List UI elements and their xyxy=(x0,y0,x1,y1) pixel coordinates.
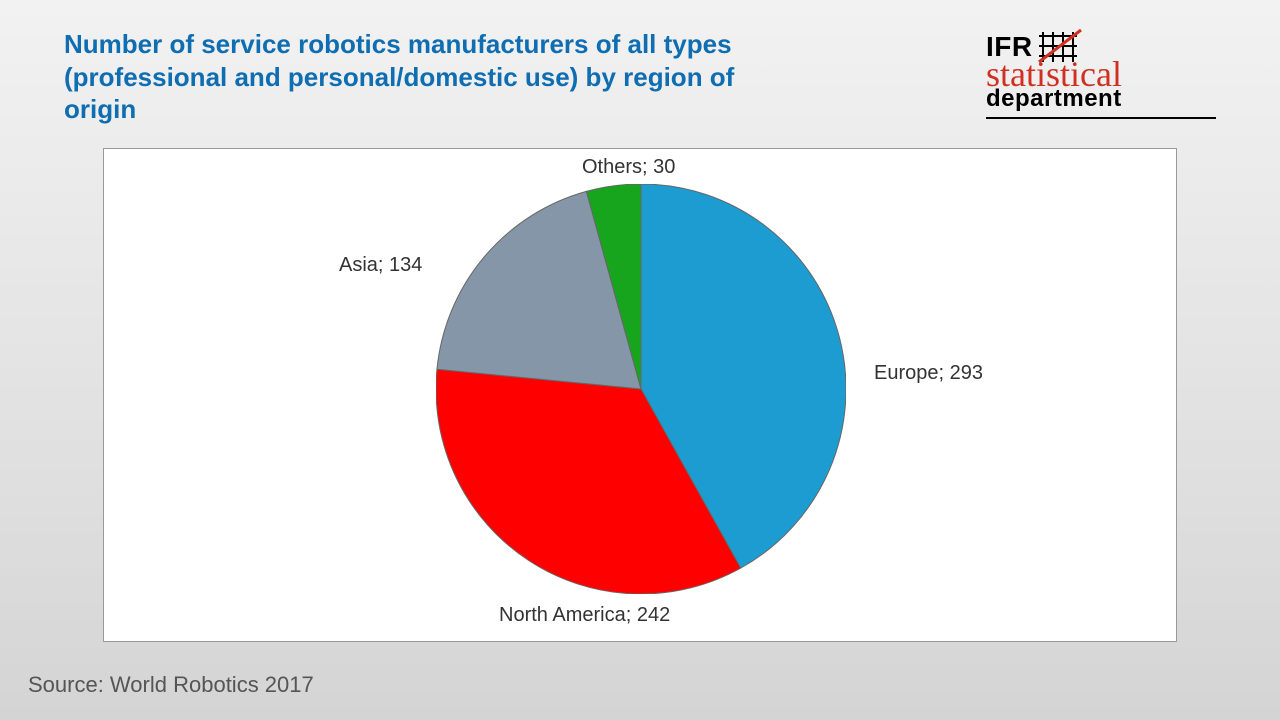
chart-title: Number of service robotics manufacturers… xyxy=(64,28,784,126)
slice-label-others: Others; 30 xyxy=(582,156,675,179)
ifr-logo: IFR statistical department xyxy=(986,28,1216,119)
slice-label-asia: Asia; 134 xyxy=(339,254,422,277)
logo-department-text: department xyxy=(986,85,1216,113)
slice-label-europe: Europe; 293 xyxy=(874,362,983,385)
slice-label-north-america: North America; 242 xyxy=(499,604,670,627)
chart-panel: Europe; 293 North America; 242 Asia; 134 Ot… xyxy=(103,148,1177,642)
pie-chart xyxy=(436,184,846,594)
source-text: Source: World Robotics 2017 xyxy=(28,672,314,698)
